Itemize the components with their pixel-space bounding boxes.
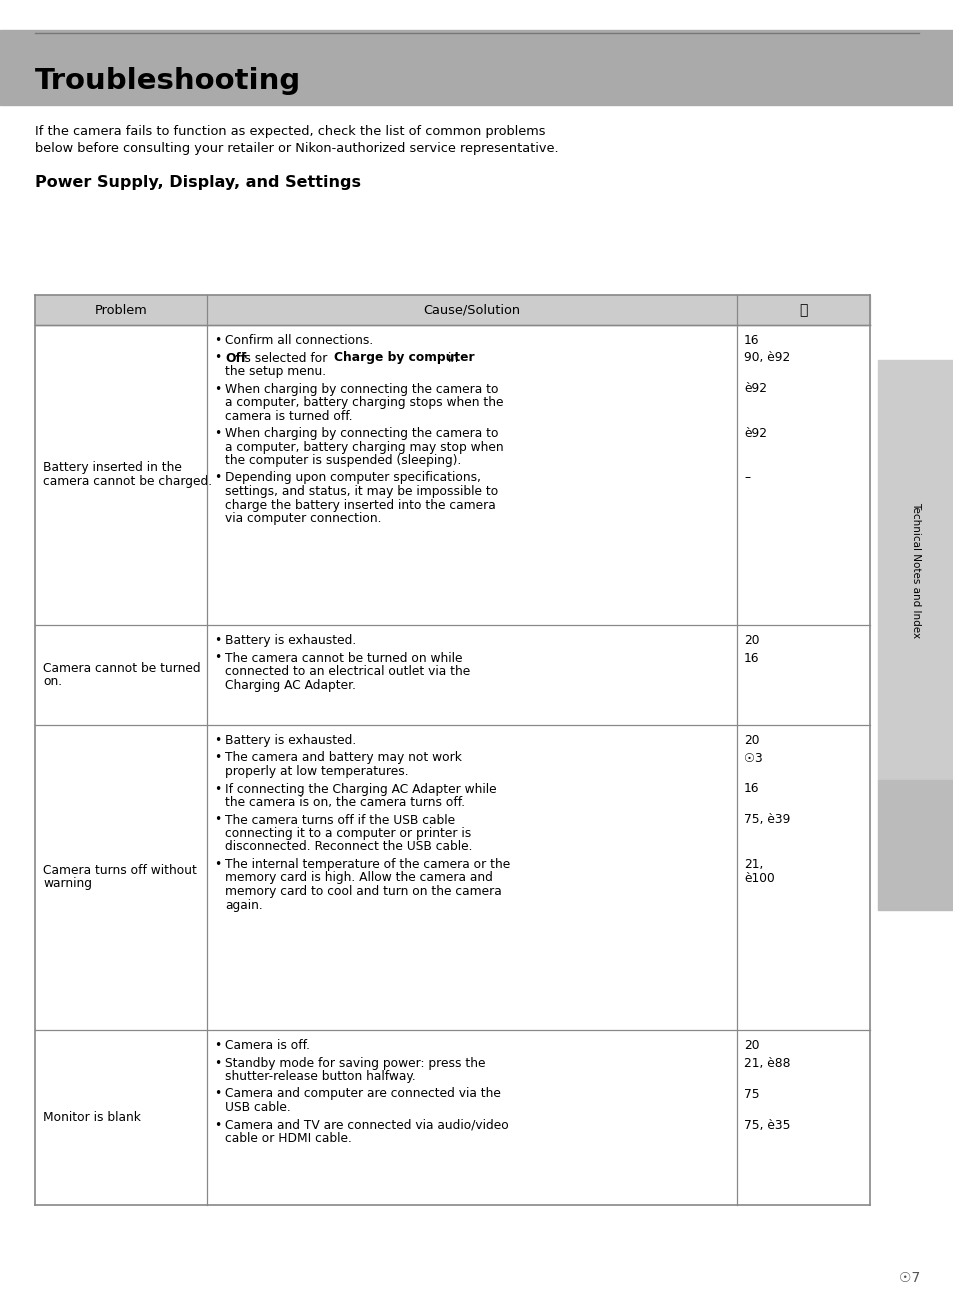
Text: a computer, battery charging may stop when: a computer, battery charging may stop wh…: [225, 440, 503, 453]
Text: Cause/Solution: Cause/Solution: [423, 304, 520, 317]
Text: Troubleshooting: Troubleshooting: [35, 67, 301, 95]
Text: 📖: 📖: [799, 304, 807, 317]
Text: Battery inserted in the: Battery inserted in the: [43, 461, 182, 474]
Text: ☉​3: ☉​3: [743, 752, 762, 765]
Text: 16: 16: [743, 334, 759, 347]
Text: cable or HDMI cable.: cable or HDMI cable.: [225, 1131, 352, 1144]
Text: camera is turned off.: camera is turned off.: [225, 410, 353, 423]
Text: settings, and status, it may be impossible to: settings, and status, it may be impossib…: [225, 485, 497, 498]
Text: Power Supply, Display, and Settings: Power Supply, Display, and Settings: [35, 175, 360, 191]
Text: 21,: 21,: [743, 858, 762, 871]
Text: •: •: [213, 752, 221, 765]
Text: 21, è88: 21, è88: [743, 1056, 790, 1070]
Text: 20: 20: [743, 1039, 759, 1053]
Text: Charge by computer: Charge by computer: [334, 352, 475, 364]
Text: •: •: [213, 1039, 221, 1053]
Text: the computer is suspended (sleeping).: the computer is suspended (sleeping).: [225, 455, 461, 466]
Text: 20: 20: [743, 633, 759, 646]
Text: 90, è92: 90, è92: [743, 352, 789, 364]
Text: the camera is on, the camera turns off.: the camera is on, the camera turns off.: [225, 796, 465, 809]
Text: •: •: [213, 1118, 221, 1131]
Text: 16: 16: [743, 783, 759, 795]
Text: Depending upon computer specifications,: Depending upon computer specifications,: [225, 472, 480, 485]
Text: Technical Notes and Index: Technical Notes and Index: [910, 502, 920, 639]
Text: When charging by connecting the camera to: When charging by connecting the camera t…: [225, 427, 498, 440]
Text: USB cable.: USB cable.: [225, 1101, 291, 1114]
Text: again.: again.: [225, 899, 262, 912]
Text: Problem: Problem: [94, 304, 147, 317]
Text: •: •: [213, 652, 221, 665]
Text: Camera and TV are connected via audio/video: Camera and TV are connected via audio/vi…: [225, 1118, 508, 1131]
Text: on.: on.: [43, 675, 62, 689]
Text: Battery is exhausted.: Battery is exhausted.: [225, 735, 355, 746]
Text: warning: warning: [43, 878, 91, 891]
Text: via computer connection.: via computer connection.: [225, 512, 381, 526]
Bar: [877, 360, 953, 781]
Text: Battery is exhausted.: Battery is exhausted.: [225, 633, 355, 646]
Text: Confirm all connections.: Confirm all connections.: [225, 334, 373, 347]
Text: •: •: [213, 858, 221, 871]
Text: •: •: [213, 352, 221, 364]
Text: If the camera fails to function as expected, check the list of common problems: If the camera fails to function as expec…: [35, 125, 545, 138]
Text: Monitor is blank: Monitor is blank: [43, 1110, 141, 1123]
Text: memory card to cool and turn on the camera: memory card to cool and turn on the came…: [225, 886, 501, 897]
Text: –: –: [743, 472, 749, 485]
Text: Camera and computer are connected via the: Camera and computer are connected via th…: [225, 1088, 500, 1101]
Text: If connecting the Charging AC Adapter while: If connecting the Charging AC Adapter wh…: [225, 783, 497, 795]
Text: •: •: [213, 334, 221, 347]
Text: è92: è92: [743, 382, 766, 396]
Text: 75: 75: [743, 1088, 759, 1101]
Text: When charging by connecting the camera to: When charging by connecting the camera t…: [225, 382, 498, 396]
Text: •: •: [213, 783, 221, 795]
Text: connecting it to a computer or printer is: connecting it to a computer or printer i…: [225, 827, 471, 840]
Text: disconnected. Reconnect the USB cable.: disconnected. Reconnect the USB cable.: [225, 841, 472, 854]
Text: •: •: [213, 427, 221, 440]
Bar: [35, 296, 869, 325]
Text: •: •: [213, 382, 221, 396]
Text: The camera and battery may not work: The camera and battery may not work: [225, 752, 461, 765]
Bar: [877, 781, 953, 911]
Text: Charging AC Adapter.: Charging AC Adapter.: [225, 678, 355, 691]
Text: Off: Off: [225, 352, 246, 364]
Text: the setup menu.: the setup menu.: [225, 365, 326, 378]
Text: Camera is off.: Camera is off.: [225, 1039, 310, 1053]
Text: Standby mode for saving power: press the: Standby mode for saving power: press the: [225, 1056, 485, 1070]
Text: The camera cannot be turned on while: The camera cannot be turned on while: [225, 652, 462, 665]
Text: The internal temperature of the camera or the: The internal temperature of the camera o…: [225, 858, 510, 871]
Text: è100: è100: [743, 871, 774, 884]
Text: charge the battery inserted into the camera: charge the battery inserted into the cam…: [225, 498, 496, 511]
Text: The camera turns off if the USB cable: The camera turns off if the USB cable: [225, 813, 455, 827]
Text: •: •: [213, 735, 221, 746]
Text: •: •: [213, 1056, 221, 1070]
Text: •: •: [213, 1088, 221, 1101]
Text: •: •: [213, 813, 221, 827]
Text: shutter-release button halfway.: shutter-release button halfway.: [225, 1070, 416, 1083]
Text: properly at low temperatures.: properly at low temperatures.: [225, 765, 408, 778]
Text: is selected for: is selected for: [241, 352, 327, 364]
Text: memory card is high. Allow the camera and: memory card is high. Allow the camera an…: [225, 871, 493, 884]
Text: 16: 16: [743, 652, 759, 665]
Text: connected to an electrical outlet via the: connected to an electrical outlet via th…: [225, 665, 470, 678]
Text: ☉​7: ☉​7: [898, 1271, 919, 1285]
Text: •: •: [213, 633, 221, 646]
Text: Camera cannot be turned: Camera cannot be turned: [43, 661, 200, 674]
Text: camera cannot be charged.: camera cannot be charged.: [43, 474, 212, 487]
Bar: [0, 30, 953, 105]
Text: è92: è92: [743, 427, 766, 440]
Text: in: in: [448, 352, 458, 364]
Text: •: •: [213, 472, 221, 485]
Text: below before consulting your retailer or Nikon-authorized service representative: below before consulting your retailer or…: [35, 142, 558, 155]
Text: 75, è35: 75, è35: [743, 1118, 790, 1131]
Text: 75, è39: 75, è39: [743, 813, 789, 827]
Text: 20: 20: [743, 735, 759, 746]
Text: a computer, battery charging stops when the: a computer, battery charging stops when …: [225, 396, 503, 409]
Text: Camera turns off without: Camera turns off without: [43, 865, 196, 876]
